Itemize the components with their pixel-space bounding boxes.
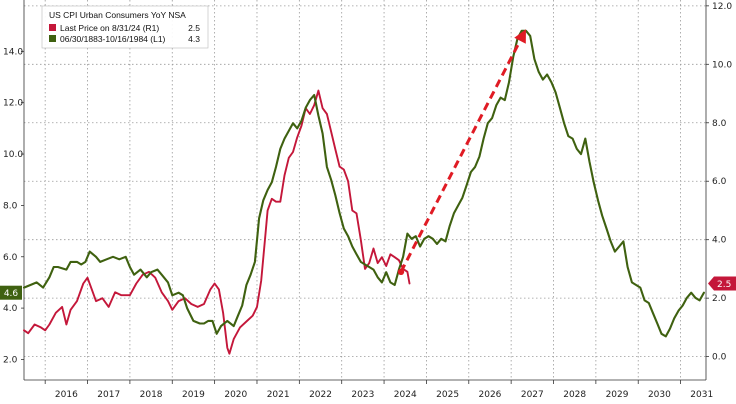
left-tick-label: 14.0	[3, 47, 23, 57]
trend-arrow-annotation	[397, 29, 526, 276]
axes	[23, 0, 707, 381]
legend-box	[41, 5, 209, 49]
x-axis-ticks: 2016 2017 2018 2019 2020 2021 2022 2023 2024 2025…	[44, 380, 713, 400]
right-tick-label: 6.0	[712, 177, 727, 187]
left-tick-label: 6.0	[3, 253, 18, 263]
x-tick-label: 2028	[563, 390, 586, 400]
x-tick-label: 2017	[97, 390, 120, 400]
legend-swatch-1883-1984	[49, 35, 56, 42]
last-value-labels: 4.6 2.5	[0, 276, 736, 300]
right-tick-label: 0.0	[712, 353, 727, 363]
series-line-1883-1984	[22, 29, 705, 338]
x-tick-label: 2021	[267, 390, 290, 400]
x-tick-label: 2031	[690, 390, 713, 400]
legend-value-last-price: 2.5	[188, 23, 200, 33]
x-tick-label: 2025	[436, 390, 459, 400]
right-tick-label: 4.0	[712, 236, 727, 246]
last-value-tag-left	[0, 285, 22, 300]
x-tick-label: 2022	[309, 390, 332, 400]
arrow-head	[514, 29, 526, 44]
x-tick-label: 2027	[521, 390, 544, 400]
series-lines	[22, 29, 705, 355]
left-tick-label: 4.0	[3, 304, 18, 314]
right-tick-label: 10.0	[712, 60, 732, 70]
legend-value-1883-1984: 4.3	[188, 34, 200, 44]
right-y-axis-ticks: 0.0 2.0 4.0 6.0 8.0 10.0 12.0	[706, 2, 732, 363]
left-tick-label: 8.0	[3, 201, 18, 211]
left-tick-label: 2.0	[3, 355, 18, 365]
left-y-axis-ticks: 2.0 4.0 6.0 8.0 10.0 12.0 14.0	[3, 47, 24, 365]
chart-title: US CPI Urban Consumers YoY NSA	[49, 10, 186, 20]
left-tick-label: 10.0	[3, 150, 23, 160]
legend-label-1883-1984: 06/30/1883-10/16/1984 (L1)	[60, 34, 166, 44]
right-tick-label: 8.0	[712, 119, 727, 129]
right-tick-label: 2.0	[712, 294, 727, 304]
left-tick-label: 12.0	[3, 99, 23, 109]
x-tick-label: 2023	[351, 390, 374, 400]
x-tick-label: 2019	[182, 390, 205, 400]
series-line-last-price	[23, 89, 411, 355]
last-value-text-right: 2.5	[717, 280, 731, 290]
last-value-text-left: 4.6	[4, 289, 19, 299]
grid	[24, 0, 706, 380]
x-tick-label: 2020	[224, 390, 247, 400]
x-tick-label: 2018	[140, 390, 163, 400]
x-tick-label: 2016	[55, 390, 78, 400]
x-tick-label: 2024	[394, 390, 417, 400]
x-tick-label: 2030	[648, 390, 671, 400]
legend: US CPI Urban Consumers YoY NSA Last Pric…	[41, 5, 209, 49]
arrow-start-dot	[397, 268, 405, 276]
x-tick-label: 2029	[606, 390, 629, 400]
last-value-tag-right	[708, 276, 736, 291]
right-tick-label: 12.0	[712, 2, 732, 12]
arrow-shaft	[399, 40, 522, 273]
x-tick-label: 2026	[479, 390, 502, 400]
legend-swatch-last-price	[49, 24, 56, 31]
legend-label-last-price: Last Price on 8/31/24 (R1)	[60, 23, 159, 33]
